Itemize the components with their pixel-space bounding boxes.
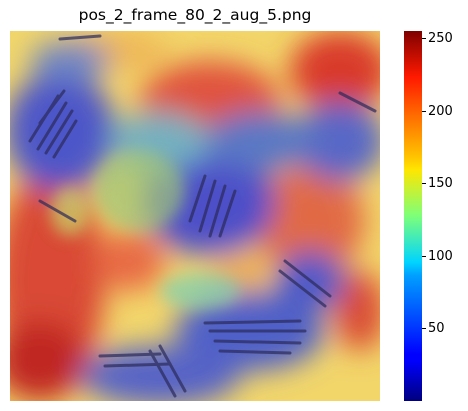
colorbar-tick-label: 200 bbox=[428, 103, 453, 119]
colorbar-tick-label: 50 bbox=[428, 321, 445, 337]
figure-title: pos_2_frame_80_2_aug_5.png bbox=[78, 6, 312, 24]
heatmap-image bbox=[10, 31, 380, 401]
colorbar-tick-label: 100 bbox=[428, 248, 453, 264]
colorbar-tick-mark bbox=[422, 38, 426, 40]
colorbar-tick-mark bbox=[422, 328, 426, 330]
colorbar-tick-mark bbox=[422, 110, 426, 112]
colorbar-tick-mark bbox=[422, 255, 426, 257]
colorbar-tick-mark bbox=[422, 183, 426, 185]
colorbar bbox=[404, 31, 422, 401]
colorbar-tick-label: 250 bbox=[428, 31, 453, 47]
colorbar-tick-label: 150 bbox=[428, 176, 453, 192]
